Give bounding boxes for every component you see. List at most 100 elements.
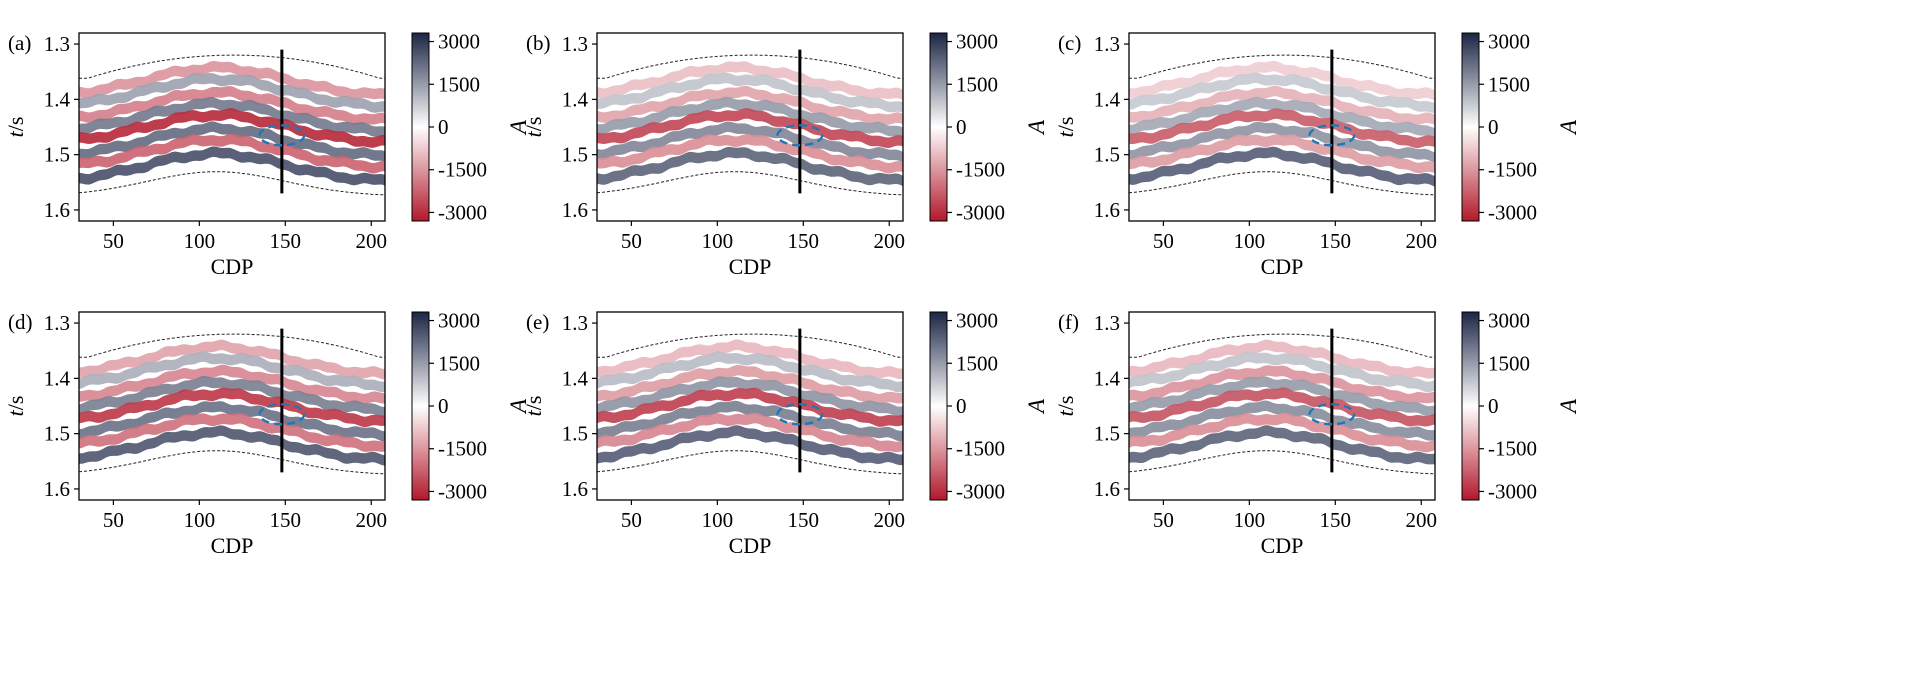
colorbar-label: A bbox=[506, 398, 531, 415]
panel-label: (c) bbox=[1058, 31, 1081, 55]
reflector-band bbox=[1129, 146, 1435, 187]
axes-frame bbox=[596, 32, 904, 222]
x-axis-label: CDP bbox=[729, 254, 772, 279]
reflector-band bbox=[597, 134, 903, 174]
x-tick-label: 200 bbox=[1405, 508, 1437, 532]
x-tick-label: 200 bbox=[355, 229, 387, 253]
y-tick-label: 1.6 bbox=[562, 477, 588, 501]
x-tick-label: 100 bbox=[1234, 508, 1266, 532]
y-tick-label: 1.5 bbox=[44, 143, 70, 167]
y-tick-label: 1.4 bbox=[562, 87, 589, 111]
panel-a: 50 100 150 200 1.3 1.4 1.5 1.6 CDP t/s (a) 3000 1500… bbox=[3, 30, 531, 279]
colorbar-tick-label: 1500 bbox=[438, 351, 480, 375]
y-tick-label: 1.6 bbox=[44, 198, 70, 222]
reflector-band bbox=[79, 108, 385, 148]
x-tick-label: 150 bbox=[1320, 229, 1352, 253]
colorbar-tick-label: 3000 bbox=[1488, 30, 1530, 54]
colorbar-tick-label: -3000 bbox=[438, 200, 487, 224]
y-tick-label: 1.3 bbox=[562, 311, 588, 335]
y-axis-label: t/s bbox=[3, 396, 28, 417]
panel-label: (f) bbox=[1058, 310, 1079, 334]
colorbar bbox=[1461, 32, 1480, 222]
axes-frame bbox=[596, 311, 904, 501]
colorbar-tick-label: 0 bbox=[1488, 394, 1499, 418]
x-tick-label: 200 bbox=[873, 229, 905, 253]
colorbar-tick-label: -1500 bbox=[1488, 158, 1537, 182]
reflector-band bbox=[79, 97, 385, 138]
y-tick-label: 1.6 bbox=[1094, 198, 1120, 222]
y-tick-label: 1.6 bbox=[562, 198, 588, 222]
reflector-band bbox=[1129, 365, 1435, 405]
x-axis-label: CDP bbox=[211, 533, 254, 558]
reflector-band bbox=[597, 351, 903, 393]
colorbar-tick-label: 1500 bbox=[1488, 351, 1530, 375]
reflector-band bbox=[597, 96, 903, 138]
x-tick-label: 150 bbox=[270, 229, 302, 253]
seismic-section bbox=[79, 334, 385, 474]
reflector-band bbox=[597, 61, 903, 101]
y-tick-label: 1.3 bbox=[44, 311, 70, 335]
y-tick-label: 1.5 bbox=[1094, 143, 1120, 167]
x-tick-label: 150 bbox=[270, 508, 302, 532]
reflector-band bbox=[79, 121, 385, 162]
reflector-band bbox=[79, 73, 385, 113]
highlight-ellipse bbox=[258, 403, 306, 426]
reflector-band bbox=[1129, 425, 1435, 465]
y-axis-label: t/s bbox=[3, 117, 28, 138]
y-tick-label: 1.3 bbox=[1094, 311, 1120, 335]
y-tick-label: 1.3 bbox=[562, 32, 588, 56]
colorbar-tick-label: 3000 bbox=[956, 30, 998, 54]
reflector-band bbox=[79, 401, 385, 442]
reflector-band bbox=[597, 400, 903, 442]
reflector-band bbox=[1129, 96, 1435, 139]
reflector-band bbox=[79, 425, 385, 466]
data-bottom-boundary bbox=[596, 450, 904, 475]
y-tick-label: 1.4 bbox=[44, 366, 71, 390]
reflector-band bbox=[597, 108, 903, 148]
reflector-band bbox=[79, 387, 385, 428]
panel-label: (a) bbox=[8, 31, 31, 55]
data-top-boundary bbox=[1129, 54, 1435, 79]
colorbar-tick-label: 1500 bbox=[956, 72, 998, 96]
x-tick-label: 100 bbox=[1234, 229, 1266, 253]
reflector-band bbox=[1129, 376, 1435, 417]
colorbar-tick-label: 0 bbox=[956, 394, 967, 418]
seismic-section bbox=[597, 334, 903, 474]
x-axis-label: CDP bbox=[1261, 254, 1304, 279]
data-bottom-boundary bbox=[1128, 450, 1436, 475]
reflector-band bbox=[79, 146, 385, 186]
colorbar-tick-label: -3000 bbox=[956, 200, 1005, 224]
seismic-section bbox=[1129, 55, 1435, 195]
y-tick-label: 1.5 bbox=[1094, 422, 1120, 446]
colorbar-tick-label: -1500 bbox=[438, 437, 487, 461]
y-axis-label: t/s bbox=[521, 396, 546, 417]
reflector-band bbox=[1129, 108, 1435, 149]
reflector-band bbox=[1129, 400, 1435, 441]
colorbar-tick-label: -1500 bbox=[956, 437, 1005, 461]
y-tick-label: 1.3 bbox=[1094, 32, 1120, 56]
colorbar-label: A bbox=[506, 119, 531, 136]
reflector-band bbox=[1129, 351, 1435, 393]
reflector-band bbox=[79, 375, 385, 418]
x-tick-label: 100 bbox=[702, 229, 734, 253]
seismic-section bbox=[79, 55, 385, 195]
reflector-band bbox=[1129, 412, 1435, 453]
reflector-band bbox=[597, 425, 903, 466]
colorbar-tick-label: 3000 bbox=[956, 309, 998, 333]
y-tick-label: 1.4 bbox=[44, 87, 71, 111]
y-axis-label: t/s bbox=[521, 117, 546, 138]
panel-f: 50 100 150 200 1.3 1.4 1.5 1.6 CDP t/s (f) 3000 1500… bbox=[1053, 309, 1581, 558]
seismic-section bbox=[597, 55, 903, 195]
highlight-ellipse bbox=[1308, 403, 1356, 426]
x-tick-label: 50 bbox=[621, 229, 642, 253]
data-top-boundary bbox=[79, 333, 385, 358]
colorbar bbox=[1461, 311, 1480, 501]
panel-c: 50 100 150 200 1.3 1.4 1.5 1.6 CDP t/s (c) 3000 1500… bbox=[1053, 30, 1581, 279]
reflector-band bbox=[79, 413, 385, 452]
colorbar-tick-label: 3000 bbox=[1488, 309, 1530, 333]
y-tick-label: 1.4 bbox=[1094, 87, 1121, 111]
data-top-boundary bbox=[1129, 333, 1435, 358]
seismic-section bbox=[1129, 334, 1435, 474]
y-tick-label: 1.4 bbox=[1094, 366, 1121, 390]
x-tick-label: 50 bbox=[103, 229, 124, 253]
